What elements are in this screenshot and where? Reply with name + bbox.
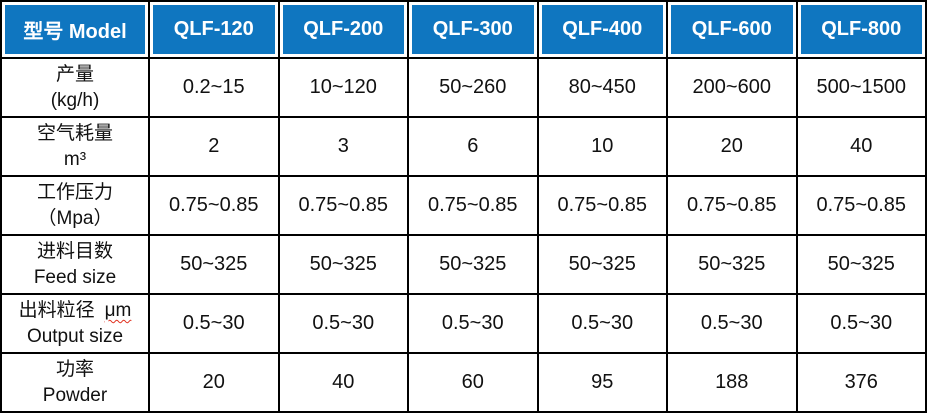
- cell-capacity-qlf-200: 10~120: [277, 57, 409, 118]
- cell-output-qlf-400: 0.5~30: [536, 293, 668, 354]
- row-label-power-en: Powder: [42, 384, 108, 406]
- row-feed-size: 进料目数 Feed size 50~325 50~325 50~325 50~3…: [0, 234, 927, 295]
- header-cell-qlf-120: QLF-120: [148, 0, 280, 59]
- cell-pressure-qlf-800: 0.75~0.85: [795, 175, 927, 236]
- header-cell-qlf-400: QLF-400: [536, 0, 668, 59]
- cell-capacity-qlf-120: 0.2~15: [148, 57, 280, 118]
- header-cell-qlf-200: QLF-200: [277, 0, 409, 59]
- cell-pressure-qlf-600: 0.75~0.85: [666, 175, 798, 236]
- cell-output-qlf-200: 0.5~30: [277, 293, 409, 354]
- cell-output-qlf-600: 0.5~30: [666, 293, 798, 354]
- cell-air-qlf-600: 20: [666, 116, 798, 177]
- cell-capacity-qlf-300: 50~260: [407, 57, 539, 118]
- header-cell-model: 型号 Model: [0, 0, 150, 59]
- cell-power-qlf-400: 95: [536, 352, 668, 413]
- cell-output-qlf-120: 0.5~30: [148, 293, 280, 354]
- row-label-working-pressure-unit: （Mpa）: [37, 207, 113, 229]
- row-label-capacity-unit: (kg/h): [50, 89, 100, 111]
- cell-pressure-qlf-300: 0.75~0.85: [407, 175, 539, 236]
- cell-feed-qlf-600: 50~325: [666, 234, 798, 295]
- cell-air-qlf-200: 3: [277, 116, 409, 177]
- cell-feed-qlf-200: 50~325: [277, 234, 409, 295]
- row-label-working-pressure: 工作压力 （Mpa）: [0, 175, 150, 236]
- cell-power-qlf-300: 60: [407, 352, 539, 413]
- cell-pressure-qlf-120: 0.75~0.85: [148, 175, 280, 236]
- header-cell-qlf-800: QLF-800: [795, 0, 927, 59]
- cell-feed-qlf-300: 50~325: [407, 234, 539, 295]
- row-label-feed-size: 进料目数 Feed size: [0, 234, 150, 295]
- row-label-air-consumption-cn: 空气耗量: [36, 122, 113, 144]
- row-label-capacity-cn: 产量: [55, 63, 94, 85]
- row-working-pressure: 工作压力 （Mpa） 0.75~0.85 0.75~0.85 0.75~0.85…: [0, 175, 927, 236]
- row-label-power-cn: 功率: [55, 358, 94, 380]
- row-label-working-pressure-cn: 工作压力: [36, 181, 113, 203]
- row-output-size: 出料粒径 μm Output size 0.5~30 0.5~30 0.5~30 …: [0, 293, 927, 354]
- cell-power-qlf-600: 188: [666, 352, 798, 413]
- cell-pressure-qlf-400: 0.75~0.85: [536, 175, 668, 236]
- cell-output-qlf-300: 0.5~30: [407, 293, 539, 354]
- header-cell-qlf-300: QLF-300: [407, 0, 539, 59]
- row-label-air-consumption: 空气耗量 m³: [0, 116, 150, 177]
- cell-output-qlf-800: 0.5~30: [795, 293, 927, 354]
- cell-capacity-qlf-600: 200~600: [666, 57, 798, 118]
- cell-feed-qlf-800: 50~325: [795, 234, 927, 295]
- row-label-feed-size-en: Feed size: [33, 266, 117, 288]
- cell-pressure-qlf-200: 0.75~0.85: [277, 175, 409, 236]
- cell-feed-qlf-400: 50~325: [536, 234, 668, 295]
- cell-air-qlf-400: 10: [536, 116, 668, 177]
- row-label-output-size: 出料粒径 μm Output size: [0, 293, 150, 354]
- header-row: 型号 Model QLF-120 QLF-200 QLF-300 QLF-400…: [0, 0, 927, 59]
- row-label-capacity: 产量 (kg/h): [0, 57, 150, 118]
- row-label-power: 功率 Powder: [0, 352, 150, 413]
- row-power: 功率 Powder 20 40 60 95 188 376: [0, 352, 927, 413]
- row-air-consumption: 空气耗量 m³ 2 3 6 10 20 40: [0, 116, 927, 177]
- cell-air-qlf-800: 40: [795, 116, 927, 177]
- cell-power-qlf-120: 20: [148, 352, 280, 413]
- cell-air-qlf-300: 6: [407, 116, 539, 177]
- row-label-output-size-en: Output size: [26, 325, 124, 347]
- row-label-output-size-cn: 出料粒径 μm: [2, 298, 148, 324]
- output-size-cn-text: 出料粒径: [18, 299, 95, 321]
- cell-feed-qlf-120: 50~325: [148, 234, 280, 295]
- cell-capacity-qlf-400: 80~450: [536, 57, 668, 118]
- output-size-unit-micron: μm: [104, 299, 132, 321]
- row-label-feed-size-cn: 进料目数: [36, 240, 113, 262]
- cell-air-qlf-120: 2: [148, 116, 280, 177]
- row-capacity: 产量 (kg/h) 0.2~15 10~120 50~260 80~450 20…: [0, 57, 927, 118]
- cell-power-qlf-200: 40: [277, 352, 409, 413]
- header-cell-qlf-600: QLF-600: [666, 0, 798, 59]
- cell-power-qlf-800: 376: [795, 352, 927, 413]
- cell-capacity-qlf-800: 500~1500: [795, 57, 927, 118]
- row-label-air-consumption-unit: m³: [63, 148, 87, 170]
